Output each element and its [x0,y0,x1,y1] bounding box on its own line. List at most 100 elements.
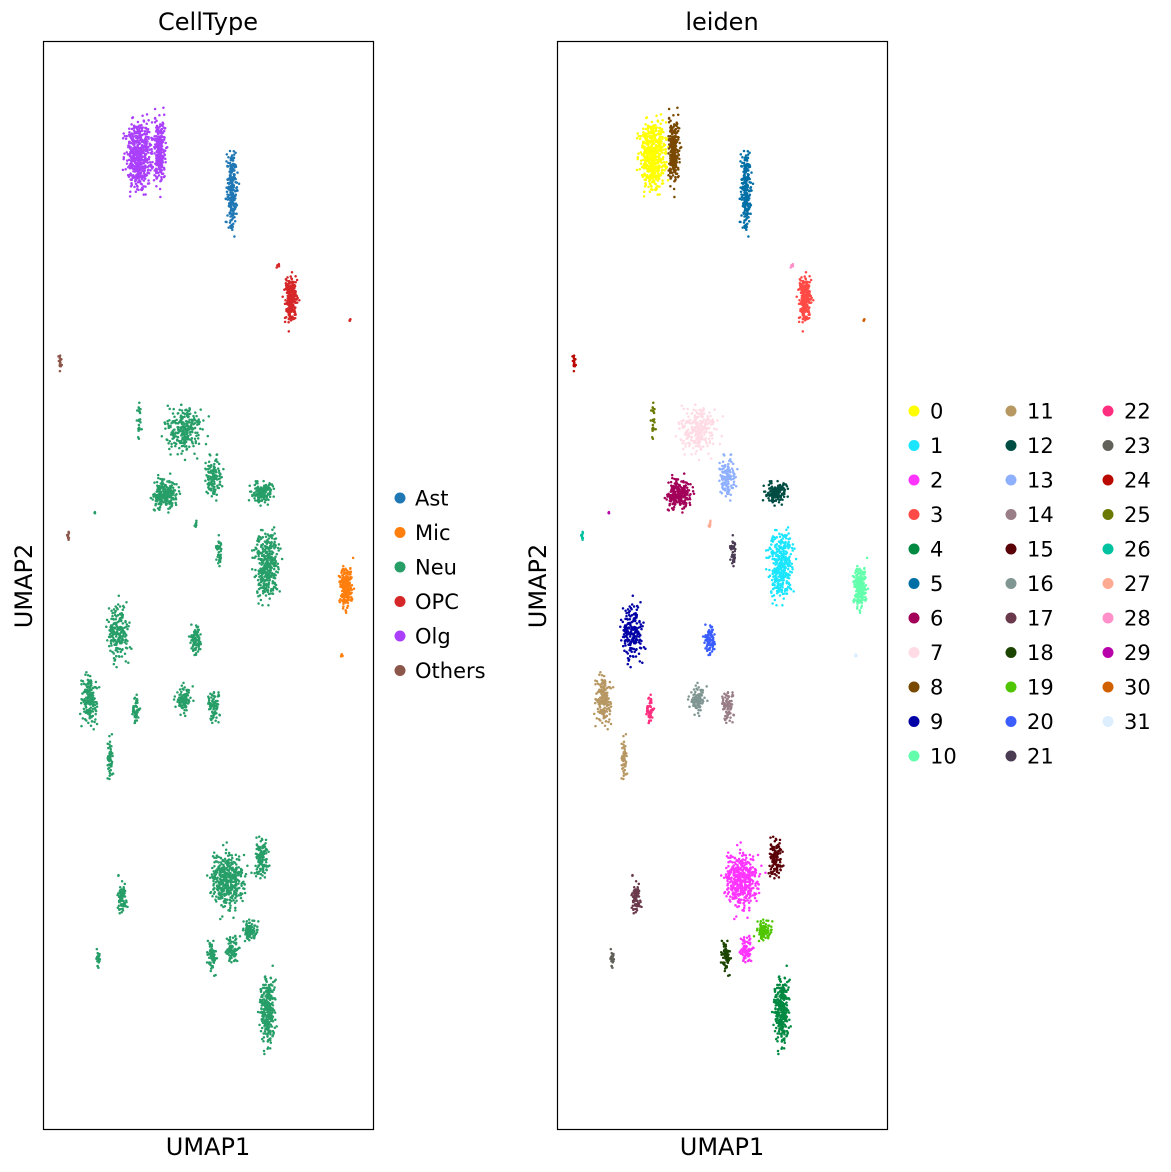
celltype-point [232,899,235,902]
celltype-point [265,980,269,983]
celltype-point [285,291,289,294]
celltype-point [88,682,91,685]
celltype-point [116,638,120,642]
celltype-point [193,418,196,422]
celltype-point [247,498,251,502]
celltype-point [209,948,212,951]
celltype-point [343,592,347,595]
celltype-point [120,631,123,634]
celltype-point [121,168,125,172]
celltype-point [157,140,160,143]
celltype-point [262,1036,266,1039]
celltype-point [157,135,161,139]
celltype-point [260,573,264,577]
celltype-point [147,179,150,182]
celltype-point [160,141,164,144]
celltype-point [137,188,140,192]
celltype-point [132,156,135,160]
celltype-point [109,768,113,772]
celltype-point [205,874,209,877]
celltype-point [256,551,259,554]
celltype-point [212,974,216,978]
celltype-point [255,930,259,934]
celltype-point [202,419,205,422]
celltype-point [272,558,276,562]
celltype-point [262,849,266,853]
celltype-point [209,961,212,965]
celltype-point [261,846,264,850]
celltype-point [215,493,219,497]
celltype-point [218,893,222,896]
celltype-point [242,853,246,857]
celltype-legend-marker [394,492,406,504]
celltype-point [222,874,226,878]
celltype-point [130,132,133,136]
celltype-point [217,546,221,549]
celltype-point [261,604,264,607]
celltype-point [204,468,208,471]
celltype-point [214,719,217,722]
celltype-point [260,1010,264,1014]
celltype-point [208,467,211,470]
celltype-point [270,540,273,544]
celltype-point [135,419,139,422]
celltype-point [220,868,223,871]
celltype-point [188,445,191,448]
celltype-point [260,850,264,854]
celltype-point [271,592,275,596]
celltype-point [217,533,221,537]
celltype-point [285,287,289,290]
celltype-point [158,152,162,155]
celltype-point [230,854,234,857]
celltype-point [343,576,347,579]
celltype-point [143,137,147,141]
celltype-point [234,151,237,155]
celltype-point [176,453,179,456]
celltype-point [88,680,91,683]
celltype-point [120,897,124,900]
celltype-point [138,178,141,182]
celltype-point [158,497,162,501]
celltype-point [155,153,159,157]
celltype-point [269,976,273,980]
celltype-point [245,920,249,923]
celltype-point [120,879,124,883]
celltype-point [243,875,247,878]
celltype-point [135,156,138,160]
celltype-point [349,573,352,576]
celltype-point [108,753,112,756]
celltype-point [157,161,161,165]
celltype-point [194,431,197,434]
celltype-point [169,494,172,497]
celltype-point [193,437,197,441]
celltype-point [133,166,137,169]
celltype-point [215,499,218,502]
celltype-point [118,907,122,911]
celltype-point [180,690,183,694]
celltype-point [263,1029,267,1033]
celltype-point [272,572,276,576]
celltype-point [255,590,259,593]
celltype-point [187,421,191,424]
celltype-point [218,714,222,717]
celltype-point [149,496,153,500]
celltype-point [91,686,95,690]
celltype-point [161,495,165,499]
celltype-point [254,494,257,498]
celltype-point [150,121,154,124]
celltype-point [98,952,101,956]
celltype-point [180,696,184,700]
celltype-point [214,459,217,463]
celltype-point [216,467,220,470]
celltype-point [211,894,214,898]
celltype-point [134,190,138,193]
celltype-point [271,1001,274,1004]
celltype-point [83,697,86,701]
celltype-point [248,484,251,488]
celltype-point [183,432,186,436]
celltype-point [264,838,268,842]
celltype-point [190,623,193,626]
celltype-point [137,426,141,430]
celltype-point [195,434,198,437]
celltype-point [350,588,354,592]
